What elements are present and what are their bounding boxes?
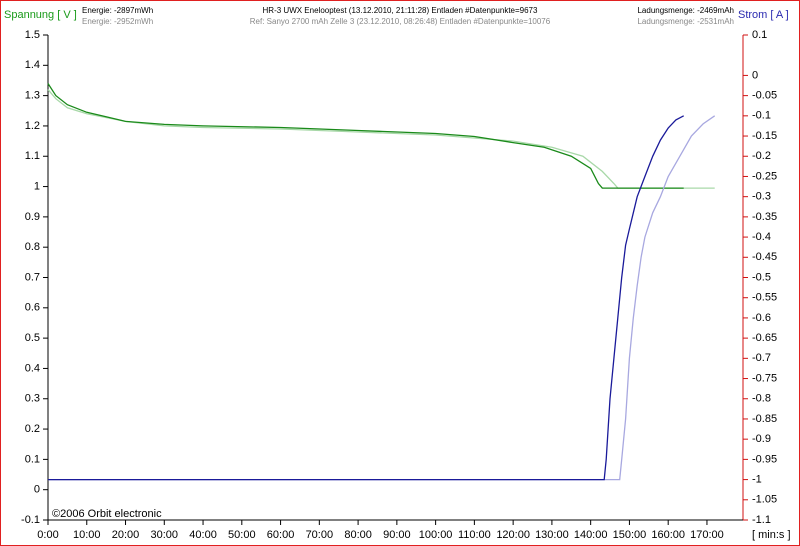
y-tick-label: 0 <box>34 484 40 496</box>
y2-tick-label: -0.75 <box>752 372 777 384</box>
y2-tick-label: -0.7 <box>752 352 771 364</box>
test-info: HR-3 UWX Enelooptest (13.12.2010, 21:11:… <box>263 6 538 15</box>
y2-tick-label: -0.2 <box>752 150 771 162</box>
y2-tick-label: -0.8 <box>752 393 771 405</box>
y2-tick-label: -0.25 <box>752 170 777 182</box>
y2-tick-label: -0.6 <box>752 312 771 324</box>
y-tick-label: 1.3 <box>25 90 40 102</box>
charge: Ladungsmenge: -2469mAh <box>637 6 734 15</box>
x-tick-label: 100:00 <box>419 529 453 541</box>
x-tick-label: 160:00 <box>651 529 685 541</box>
y2-tick-label: 0 <box>752 69 758 81</box>
y-tick-label: 0.2 <box>25 423 40 435</box>
y-tick-label: 0.6 <box>25 302 40 314</box>
y2-tick-label: -0.15 <box>752 130 777 142</box>
y2-tick-label: -0.4 <box>752 231 771 243</box>
y2-tick-label: -0.05 <box>752 90 777 102</box>
x-tick-label: 90:00 <box>383 529 411 541</box>
series-line <box>48 115 716 481</box>
y-tick-label: -0.1 <box>21 514 40 526</box>
series-line <box>48 115 685 481</box>
charge-ref: Ladungsmenge: -2531mAh <box>637 17 734 26</box>
x-tick-label: 130:00 <box>535 529 569 541</box>
x-tick-label: 0:00 <box>37 529 58 541</box>
y-tick-label: 1 <box>34 180 40 192</box>
x-tick-label: 140:00 <box>574 529 608 541</box>
x-tick-label: 60:00 <box>267 529 295 541</box>
energy-ref: Energie: -2952mWh <box>82 17 153 26</box>
copyright: ©2006 Orbit electronic <box>52 508 162 520</box>
x-tick-label: 10:00 <box>73 529 101 541</box>
y-tick-label: 0.4 <box>25 362 40 374</box>
y-tick-label: 0.9 <box>25 211 40 223</box>
x-tick-label: 80:00 <box>344 529 372 541</box>
x-tick-label: 170:00 <box>690 529 724 541</box>
y-tick-label: 0.5 <box>25 332 40 344</box>
y-tick-label: 1.5 <box>25 29 40 41</box>
y-tick-label: 1.1 <box>25 150 40 162</box>
series-line <box>47 83 684 189</box>
y2-tick-label: -1.1 <box>752 514 771 526</box>
y-tick-label: 1.2 <box>25 120 40 132</box>
y2-tick-label: -0.5 <box>752 271 771 283</box>
y-tick-label: 0.3 <box>25 393 40 405</box>
x-axis-label: [ min:s ] <box>752 529 791 541</box>
y2-tick-label: -0.65 <box>752 332 777 344</box>
ref-info: Ref: Sanyo 2700 mAh Zelle 3 (23.12.2010,… <box>250 17 551 26</box>
x-tick-label: 70:00 <box>306 529 334 541</box>
y2-tick-label: -1 <box>752 473 762 485</box>
y2-axis-label: Strom [ A ] <box>738 9 789 21</box>
y2-tick-label: -0.3 <box>752 191 771 203</box>
y2-tick-label: -0.55 <box>752 292 777 304</box>
y2-tick-label: -0.85 <box>752 413 777 425</box>
y-tick-label: 0.7 <box>25 271 40 283</box>
y2-tick-label: -0.45 <box>752 251 777 263</box>
y2-tick-label: -0.9 <box>752 433 771 445</box>
series-line <box>47 89 715 189</box>
x-tick-label: 50:00 <box>228 529 256 541</box>
energy: Energie: -2897mWh <box>82 6 153 15</box>
x-tick-label: 40:00 <box>189 529 217 541</box>
y2-tick-label: -0.95 <box>752 453 777 465</box>
y-tick-label: 0.8 <box>25 241 40 253</box>
y2-tick-label: -0.35 <box>752 211 777 223</box>
y2-tick-label: -0.1 <box>752 110 771 122</box>
y-axis-label: Spannung [ V ] <box>4 9 77 21</box>
x-tick-label: 20:00 <box>112 529 140 541</box>
y2-tick-label: 0.1 <box>752 29 767 41</box>
x-tick-label: 150:00 <box>613 529 647 541</box>
x-tick-label: 110:00 <box>458 529 491 541</box>
x-tick-label: 120:00 <box>496 529 530 541</box>
y2-tick-label: -1.05 <box>752 494 777 506</box>
y-tick-label: 0.1 <box>25 453 40 465</box>
y-tick-label: 1.4 <box>25 59 40 71</box>
x-tick-label: 30:00 <box>151 529 179 541</box>
